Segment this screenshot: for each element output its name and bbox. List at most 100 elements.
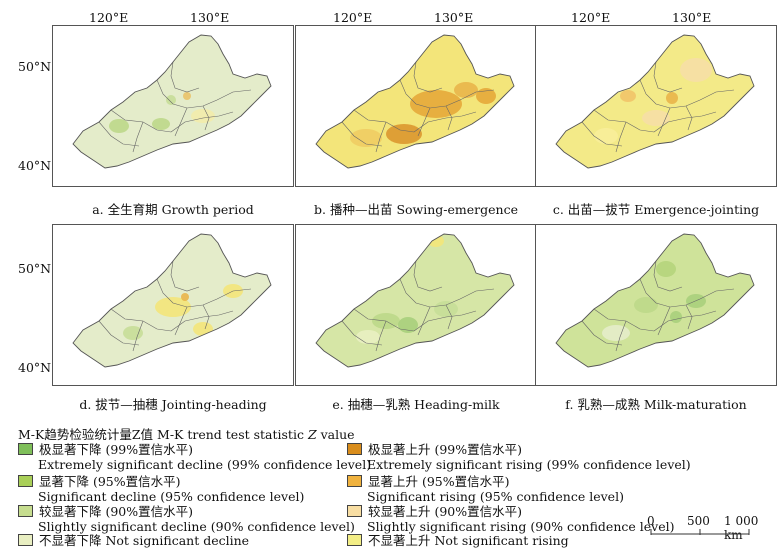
trend-patch	[181, 293, 189, 301]
trend-patch	[666, 92, 678, 104]
lat-label-50n-bottom: 50°N	[18, 261, 52, 276]
trend-patch	[386, 124, 422, 144]
legend-label-en: Slightly significant decline (90% confid…	[38, 519, 355, 534]
trend-patch	[183, 92, 191, 100]
legend-label-zh: 极显著下降 (99%置信水平)	[39, 442, 194, 457]
lon-label-120e-c: 120°E	[571, 10, 611, 25]
trend-patch	[356, 330, 380, 344]
region-outline	[72, 233, 272, 368]
trend-patch	[680, 58, 712, 82]
admin-boundary	[417, 107, 431, 137]
admin-boundary	[615, 320, 627, 352]
map-svg	[72, 34, 272, 169]
legend-label-zh: 显著下降 (95%置信水平)	[39, 474, 181, 489]
admin-boundary	[639, 278, 735, 308]
legend-swatch	[18, 443, 33, 455]
admin-boundary	[375, 320, 387, 352]
lon-label-130e-c: 130°E	[672, 10, 712, 25]
legend-title-suffix: value	[316, 427, 355, 442]
panel-caption-f: f. 乳熟—成熟 Milk-maturation	[565, 397, 747, 412]
admin-boundary	[653, 111, 717, 133]
map-svg	[315, 34, 515, 169]
legend-item-significant-decline: 显著下降 (95%置信水平) Significant decline (95% c…	[18, 474, 304, 504]
admin-boundary	[156, 278, 252, 308]
legend-swatch	[18, 534, 33, 546]
map-panel-c	[535, 25, 777, 187]
admin-boundary	[156, 79, 252, 109]
legend-item-slight-rising: 较显著上升 (90%置信水平) Slightly significant risi…	[347, 504, 674, 534]
region-outline	[315, 233, 515, 368]
trend-patch	[428, 235, 444, 247]
region-outline	[315, 34, 515, 169]
map-panel-b	[295, 25, 537, 187]
panel-caption-a: a. 全生育期 Growth period	[92, 202, 254, 217]
legend-item-extreme-decline: 极显著下降 (99%置信水平) Extremely significant dec…	[18, 442, 371, 472]
admin-boundary	[657, 107, 671, 137]
trend-patch	[109, 119, 129, 133]
map-panel-d	[52, 224, 294, 386]
trend-patch	[656, 261, 676, 277]
legend-label-zh: 不显著上升 Not significant rising	[368, 533, 569, 548]
trend-patch	[476, 88, 496, 104]
admin-boundary	[615, 121, 627, 153]
admin-boundary	[174, 306, 188, 336]
admin-boundary	[132, 121, 144, 153]
map-panel-f	[535, 224, 777, 386]
lon-label-120e-b: 120°E	[333, 10, 373, 25]
legend-item-extreme-rising: 极显著上升 (99%置信水平) Extremely significant ris…	[347, 442, 691, 472]
trend-patch	[594, 128, 618, 144]
trend-patch	[191, 109, 215, 123]
admin-boundary	[98, 320, 140, 346]
lon-label-130e-a: 130°E	[190, 10, 230, 25]
admin-boundary	[685, 105, 693, 131]
legend-title-italic: Z	[307, 427, 317, 442]
scale-label-500: 500	[687, 514, 710, 528]
admin-boundary	[202, 304, 210, 330]
trend-patch	[155, 297, 191, 317]
admin-boundary	[341, 320, 383, 346]
trend-patch	[123, 326, 143, 340]
legend-label-zh: 较显著上升 (90%置信水平)	[368, 504, 523, 519]
panel-caption-e: e. 抽穗—乳熟 Heading-milk	[332, 397, 500, 412]
trend-patch	[602, 325, 630, 341]
lat-label-40n-bottom: 40°N	[18, 360, 52, 375]
admin-boundary	[170, 111, 234, 133]
map-svg	[315, 233, 515, 368]
admin-boundary	[174, 107, 188, 137]
trend-patch	[152, 118, 170, 130]
panel-caption-b: b. 播种—出苗 Sowing-emergence	[314, 202, 518, 217]
scale-bar	[650, 529, 750, 535]
trend-patch	[634, 297, 658, 313]
trend-patch	[620, 90, 636, 102]
map-panel-e	[295, 224, 537, 386]
admin-boundary	[413, 61, 443, 93]
admin-boundary	[581, 320, 623, 346]
trend-patch	[642, 110, 670, 126]
lon-label-130e-b: 130°E	[434, 10, 474, 25]
map-panel-a	[52, 25, 294, 187]
map-svg	[555, 34, 755, 169]
legend-title-prefix: M-K趋势检验统计量Z值 M-K trend test statistic	[18, 427, 308, 442]
trend-patch	[166, 95, 176, 105]
admin-boundary	[653, 260, 683, 292]
admin-boundary	[653, 310, 717, 332]
legend-label-en: Slightly significant rising (90% confide…	[367, 519, 675, 534]
legend-label-zh: 极显著上升 (99%置信水平)	[368, 442, 523, 457]
trend-patch	[670, 311, 682, 323]
legend-label-zh: 不显著下降 Not significant decline	[39, 533, 250, 548]
trend-patch	[350, 129, 382, 147]
legend-label-zh: 显著上升 (95%置信水平)	[368, 474, 510, 489]
admin-boundary	[417, 306, 431, 336]
trend-patch	[193, 322, 213, 336]
admin-boundary	[375, 121, 387, 153]
admin-boundary	[445, 304, 453, 330]
trend-patch	[410, 90, 462, 118]
lon-label-120e-a: 120°E	[89, 10, 129, 25]
admin-boundary	[399, 278, 495, 308]
admin-boundary	[399, 79, 495, 109]
admin-boundary	[413, 260, 443, 292]
legend-swatch	[347, 443, 362, 455]
admin-boundary	[653, 61, 683, 93]
admin-boundary	[639, 79, 735, 109]
legend-label-en: Significant decline (95% confidence leve…	[38, 489, 305, 504]
